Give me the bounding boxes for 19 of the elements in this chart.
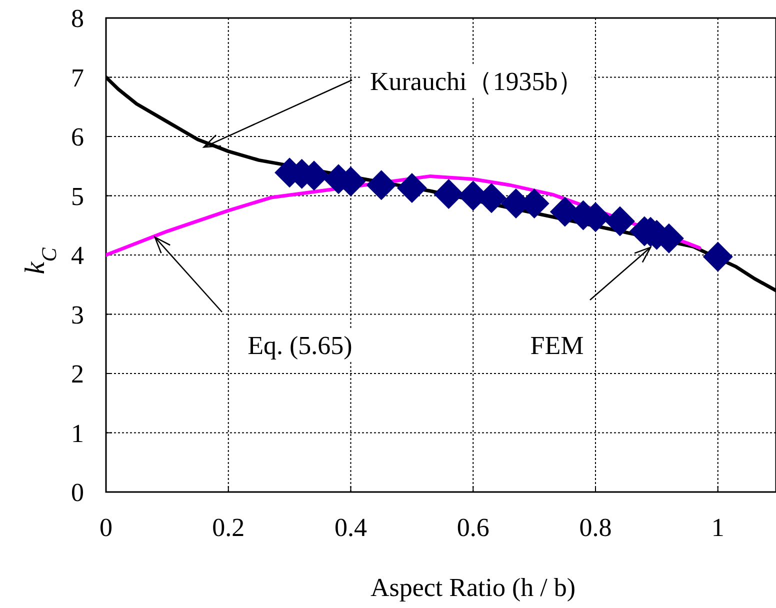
y-tick-label: 8 <box>71 4 84 33</box>
y-tick-label: 2 <box>71 360 84 388</box>
x-tick-label: 0.4 <box>334 513 367 542</box>
annotation: FEM <box>530 331 584 360</box>
x-tick-label: 0 <box>100 513 112 542</box>
y-tick-label: 3 <box>71 300 84 330</box>
y-tick-label: 0 <box>71 478 84 507</box>
y-tick-label: 6 <box>71 122 84 152</box>
x-tick-label: 1 <box>711 513 724 542</box>
y-tick-label: 7 <box>71 63 84 92</box>
y-tick-label: 1 <box>71 418 84 448</box>
annotation: Kurauchi（1935b） <box>370 67 584 96</box>
y-tick-label: 4 <box>71 241 84 270</box>
x-tick-label: 0.2 <box>212 513 245 542</box>
x-tick-label: 0.6 <box>456 513 490 542</box>
y-tick-label: 5 <box>71 182 84 211</box>
x-axis-title: Aspect Ratio (h / b) <box>370 573 576 602</box>
annotation: Eq. (5.65) <box>248 331 352 360</box>
x-tick-label: 0.8 <box>579 513 612 542</box>
